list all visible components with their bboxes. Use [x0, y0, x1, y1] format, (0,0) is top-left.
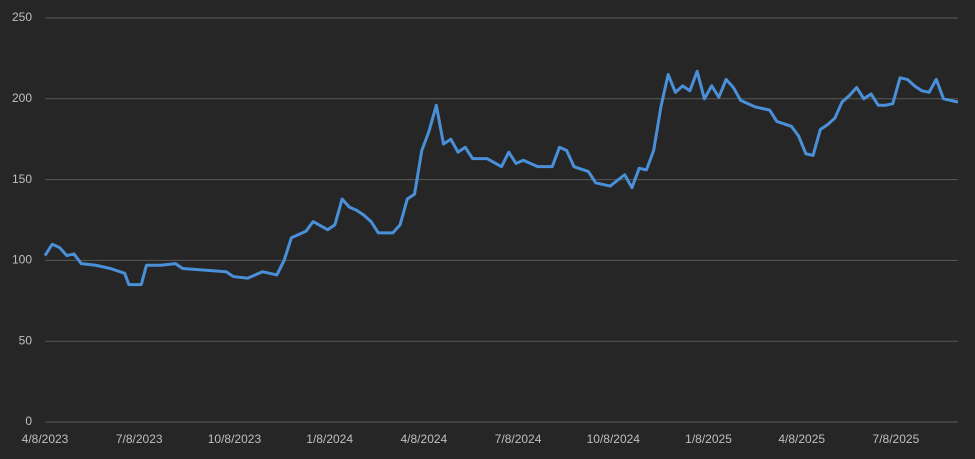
x-tick-label: 4/8/2024 — [401, 432, 448, 446]
price-line — [43, 69, 959, 287]
x-tick-label: 4/8/2023 — [22, 432, 69, 446]
y-tick-label: 100 — [12, 253, 32, 267]
y-tick-label: 250 — [12, 10, 32, 24]
x-tick-label: 7/8/2023 — [116, 432, 163, 446]
y-tick-label: 200 — [12, 91, 32, 105]
y-tick-label: 150 — [12, 172, 32, 186]
x-tick-label: 10/8/2024 — [587, 432, 641, 446]
x-tick-label: 7/8/2024 — [495, 432, 542, 446]
x-tick-label: 1/8/2025 — [685, 432, 732, 446]
x-tick-label: 10/8/2023 — [208, 432, 262, 446]
y-tick-label: 50 — [19, 333, 33, 347]
x-tick-label: 1/8/2024 — [306, 432, 353, 446]
x-tick-label: 4/8/2025 — [778, 432, 825, 446]
x-tick-label: 7/8/2025 — [873, 432, 920, 446]
y-tick-label: 0 — [25, 414, 32, 428]
